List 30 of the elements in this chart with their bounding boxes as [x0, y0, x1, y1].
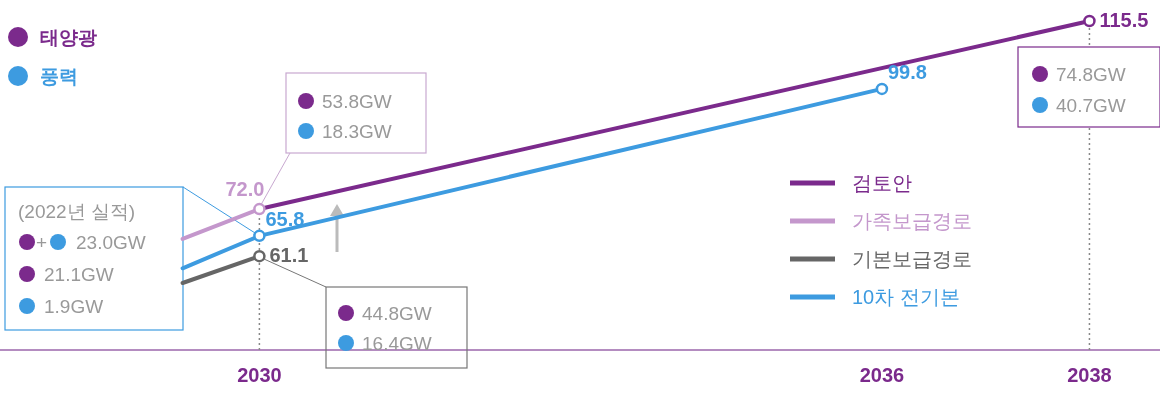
annotation: 태양광	[40, 27, 97, 48]
data-label: 65.8	[265, 207, 305, 230]
annotation: (2022년 실적)	[18, 201, 136, 222]
annotation: 74.8GW	[1056, 64, 1126, 85]
point	[875, 82, 889, 96]
annotation: 풍력	[40, 66, 78, 87]
point	[253, 249, 266, 263]
annotation: 21.1GW	[44, 264, 114, 285]
point	[1083, 14, 1096, 28]
annotation: 53.8GW	[322, 91, 392, 112]
annotation: 23.0GW	[76, 232, 146, 253]
x-tick-label: 2038	[1067, 364, 1112, 386]
x-tick-label: 2030	[237, 364, 282, 386]
text: 44.8GW	[362, 303, 432, 324]
legend-label: 기본보급경로	[852, 248, 972, 270]
data-label: 115.5	[1099, 9, 1149, 31]
data-label: 72.0	[225, 178, 265, 201]
text: 16.4GW	[362, 333, 432, 354]
point	[253, 229, 266, 243]
point	[253, 202, 266, 216]
annotation: +	[36, 232, 48, 253]
annotation: 18.3GW	[322, 121, 392, 142]
data-label: 99.8	[887, 60, 927, 83]
x-tick-label: 2036	[859, 364, 905, 386]
annotation: 40.7GW	[1056, 95, 1126, 116]
text: 1.9GW	[44, 296, 104, 317]
legend-label: 검토안	[852, 172, 912, 194]
legend-label: 10차 전기본	[852, 286, 960, 308]
legend-label: 가족보급경로	[852, 210, 972, 232]
data-label: 61.1	[269, 244, 309, 267]
